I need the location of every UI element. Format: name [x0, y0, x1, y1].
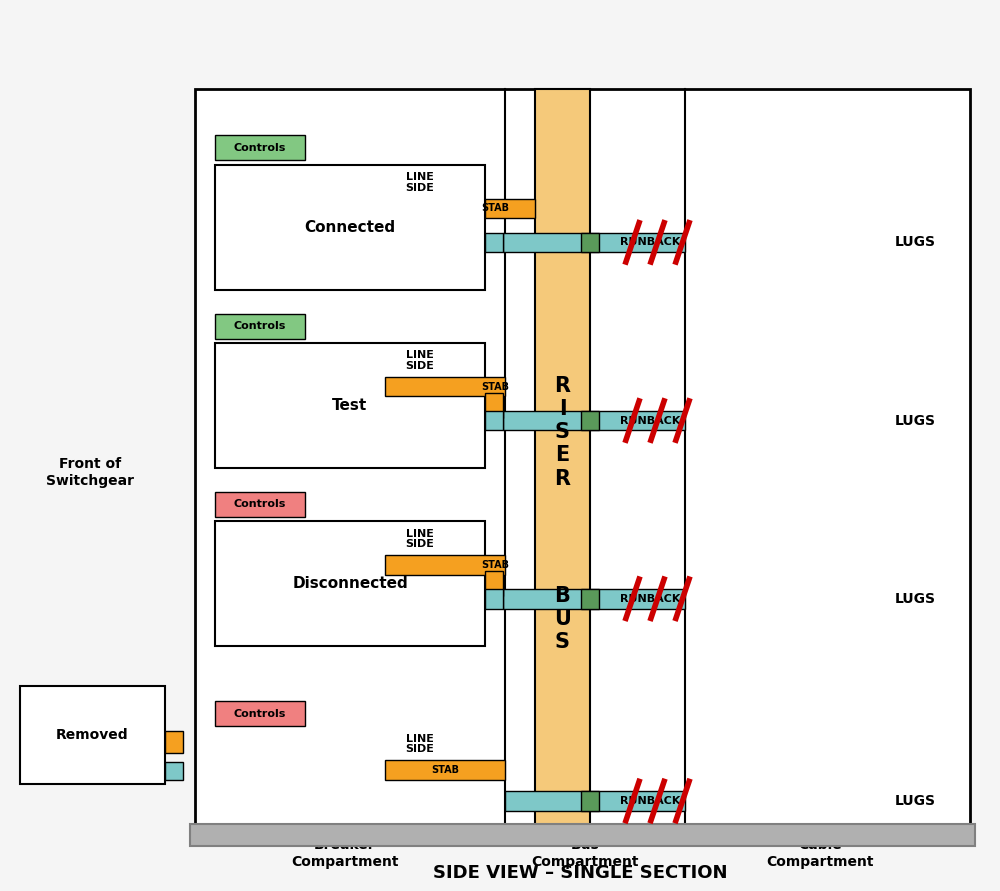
Text: LUGS: LUGS [895, 413, 936, 428]
FancyBboxPatch shape [581, 589, 599, 609]
FancyBboxPatch shape [581, 411, 599, 430]
FancyBboxPatch shape [485, 571, 503, 596]
Text: R
I
S
E
R: R I S E R [554, 376, 570, 488]
FancyBboxPatch shape [215, 343, 485, 468]
FancyBboxPatch shape [215, 135, 305, 160]
FancyBboxPatch shape [20, 686, 165, 784]
Text: Test: Test [332, 398, 368, 413]
Text: RUNBACK: RUNBACK [620, 237, 680, 248]
Text: LUGS: LUGS [895, 794, 936, 808]
Text: STAB: STAB [481, 381, 509, 392]
Text: LINE
SIDE: LINE SIDE [406, 172, 434, 193]
Text: B
U
S: B U S [554, 586, 571, 652]
FancyBboxPatch shape [385, 555, 505, 575]
Text: Controls: Controls [234, 143, 286, 153]
Text: RUNBACK: RUNBACK [620, 593, 680, 604]
FancyBboxPatch shape [485, 199, 535, 218]
FancyBboxPatch shape [485, 411, 503, 430]
FancyBboxPatch shape [581, 791, 599, 811]
Text: Disconnected: Disconnected [292, 576, 408, 591]
Text: Controls: Controls [234, 499, 286, 510]
Text: SIDE VIEW – SINGLE SECTION: SIDE VIEW – SINGLE SECTION [433, 864, 727, 882]
Text: Controls: Controls [234, 708, 286, 719]
FancyBboxPatch shape [215, 314, 305, 339]
Text: LUGS: LUGS [895, 592, 936, 606]
Text: Breaker
Compartment: Breaker Compartment [291, 838, 399, 869]
Text: Bus
Compartment: Bus Compartment [531, 838, 639, 869]
Text: LINE
SIDE: LINE SIDE [406, 350, 434, 372]
Text: STAB: STAB [481, 560, 509, 570]
FancyBboxPatch shape [215, 492, 305, 517]
FancyBboxPatch shape [385, 377, 505, 396]
Text: Removed: Removed [56, 728, 129, 742]
FancyBboxPatch shape [505, 791, 685, 811]
Text: Controls: Controls [234, 321, 286, 331]
FancyBboxPatch shape [485, 589, 503, 609]
Text: LINE
SIDE: LINE SIDE [406, 733, 434, 755]
FancyBboxPatch shape [503, 233, 685, 252]
Text: Cable
Compartment: Cable Compartment [766, 838, 874, 869]
Text: STAB: STAB [481, 203, 509, 214]
FancyBboxPatch shape [581, 233, 599, 252]
Text: LUGS: LUGS [895, 235, 936, 249]
Text: STAB: STAB [431, 764, 459, 775]
FancyBboxPatch shape [503, 411, 685, 430]
FancyBboxPatch shape [215, 521, 485, 646]
FancyBboxPatch shape [215, 165, 485, 290]
FancyBboxPatch shape [385, 760, 505, 780]
FancyBboxPatch shape [503, 589, 685, 609]
FancyBboxPatch shape [165, 762, 183, 780]
Text: Front of
Switchgear: Front of Switchgear [46, 456, 134, 488]
FancyBboxPatch shape [190, 824, 975, 846]
Text: Connected: Connected [304, 220, 396, 234]
FancyBboxPatch shape [485, 233, 503, 252]
FancyBboxPatch shape [535, 89, 590, 829]
Text: RUNBACK: RUNBACK [620, 415, 680, 426]
FancyBboxPatch shape [195, 89, 970, 829]
Text: LINE
SIDE: LINE SIDE [406, 528, 434, 550]
FancyBboxPatch shape [215, 701, 305, 726]
Text: RUNBACK: RUNBACK [620, 796, 680, 806]
FancyBboxPatch shape [165, 731, 183, 753]
FancyBboxPatch shape [485, 393, 503, 418]
